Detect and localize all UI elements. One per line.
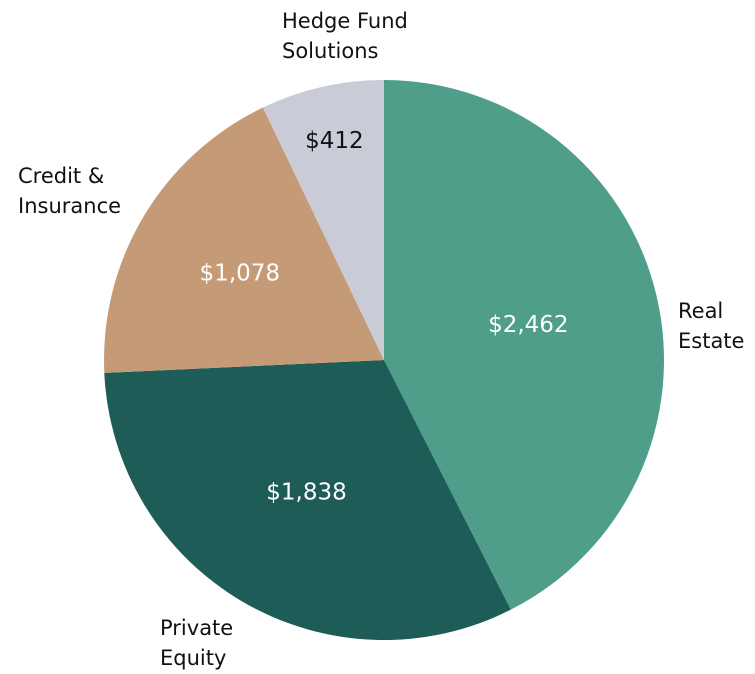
pie-slice: [384, 80, 665, 610]
category-label: Real Estate: [678, 299, 745, 353]
pie-slice: [104, 107, 385, 373]
category-label: Credit & Insurance: [18, 164, 122, 218]
pie-slice: [104, 360, 511, 640]
value-label: $2,462: [488, 312, 568, 338]
pie-slice: [262, 80, 384, 360]
category-label: Hedge Fund Solutions: [282, 9, 408, 63]
category-label: Private Equity: [160, 616, 234, 670]
value-label: $1,838: [266, 480, 346, 506]
value-label: $412: [305, 128, 364, 154]
value-label: $1,078: [200, 260, 280, 286]
